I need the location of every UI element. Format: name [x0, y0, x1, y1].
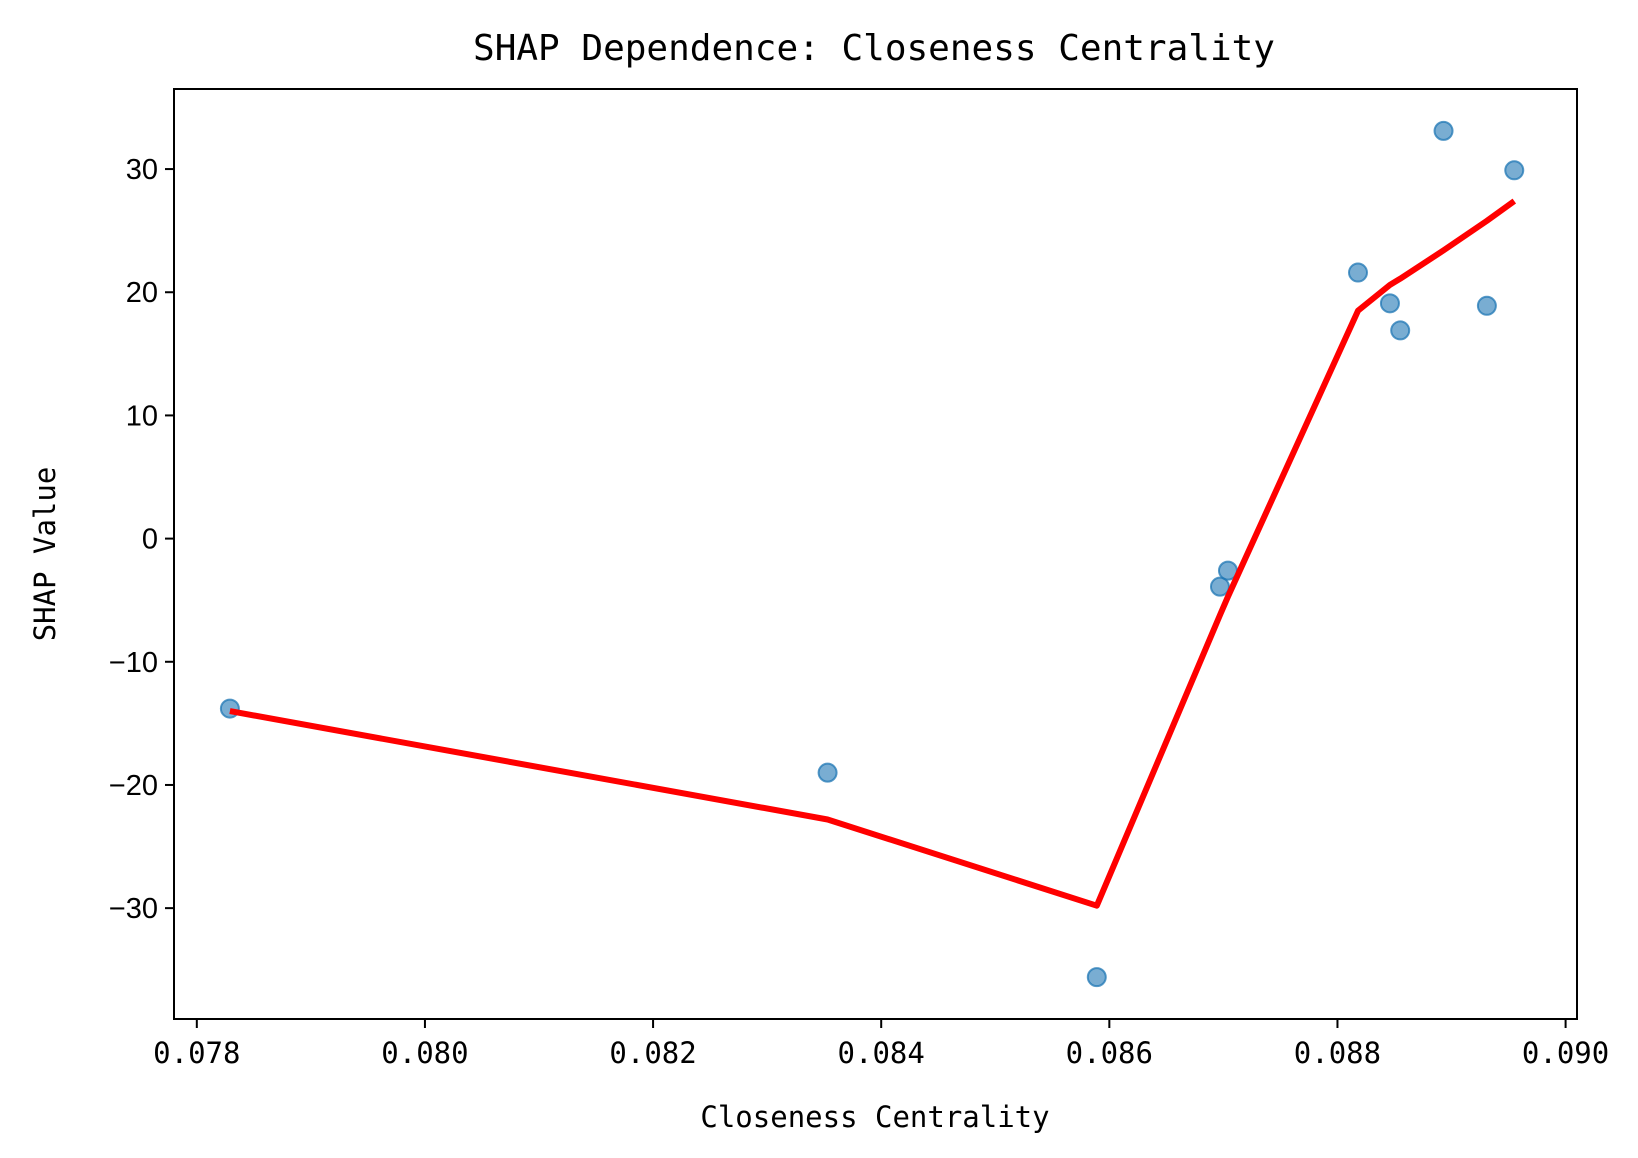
scatter-point	[1086, 967, 1107, 988]
y-axis-label: SHAP Value	[28, 467, 62, 642]
x-tick-label: 0.084	[838, 1036, 925, 1070]
x-tick-label: 0.090	[1522, 1036, 1609, 1070]
y-tick-label: −20	[109, 770, 158, 802]
scatter-point	[817, 762, 838, 783]
scatter-point	[1476, 295, 1497, 316]
y-tick-label: 30	[126, 154, 158, 186]
plot-area	[219, 120, 1525, 988]
scatter-point	[1390, 320, 1411, 341]
scatter-point	[1347, 262, 1368, 283]
x-tick-label: 0.088	[1294, 1036, 1381, 1070]
plot-frame	[173, 88, 1578, 1020]
trend-line	[229, 198, 1517, 909]
scatter-point	[1504, 160, 1525, 181]
y-tick-label: −30	[109, 893, 158, 925]
scatter-point	[1433, 120, 1454, 141]
y-tick-label: 0	[142, 524, 158, 556]
x-tick-label: 0.080	[381, 1036, 468, 1070]
y-axis: −30 −20 −10 0 10 20 30	[109, 154, 174, 925]
chart-title: SHAP Dependence: Closeness Centrality	[473, 28, 1275, 69]
y-tick-label: 10	[126, 400, 158, 432]
scatter-point	[1379, 293, 1400, 314]
y-tick-label: 20	[126, 277, 158, 309]
x-tick-label: 0.082	[609, 1036, 696, 1070]
y-tick-label: −10	[109, 647, 158, 679]
x-axis-label: Closeness Centrality	[700, 1100, 1049, 1134]
x-tick-label: 0.078	[153, 1036, 240, 1070]
scatter-point	[1209, 576, 1230, 597]
x-tick-label: 0.086	[1066, 1036, 1153, 1070]
x-axis: 0.078 0.080 0.082 0.084 0.086 0.088 0.090	[153, 1019, 1609, 1070]
